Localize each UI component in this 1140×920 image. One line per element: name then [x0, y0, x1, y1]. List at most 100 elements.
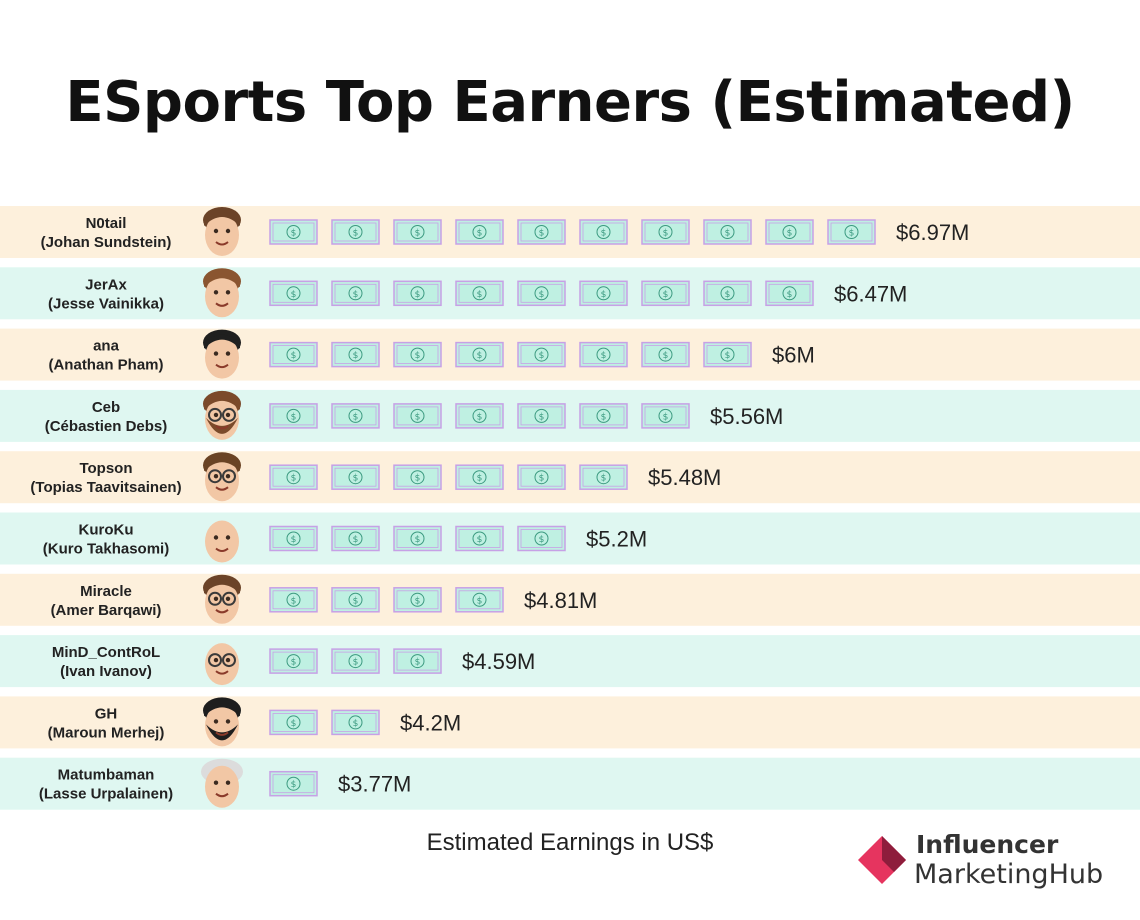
dollar-bill-icon: $: [269, 709, 318, 736]
bill-body: [331, 219, 380, 245]
bill-body: [393, 464, 442, 490]
dollar-bill-icon: $: [517, 219, 566, 245]
bill-inner-border: [644, 222, 687, 242]
bill-dollar-sign: $: [477, 596, 483, 606]
avatar-eye-right: [225, 290, 231, 295]
bill-body: [703, 219, 752, 245]
bill-body: [331, 280, 380, 307]
avatar-icon: [201, 758, 243, 808]
bill-dollar-sign: $: [477, 351, 483, 361]
avatar-fringe: [204, 457, 240, 472]
row-background: [0, 389, 1140, 442]
avatar-beard: [206, 417, 238, 434]
bill-body: [517, 464, 566, 490]
bill-inner-border: [458, 283, 501, 303]
chart-row: ana (Anathan Pham) $ $ $ $ $ $ $ $ $6M: [0, 328, 1140, 381]
bill-body: [579, 403, 628, 429]
value-label: $4.81M: [524, 588, 597, 613]
dollar-bill-icon: $: [269, 587, 318, 613]
bill-dollar-sign: $: [601, 351, 607, 361]
avatar-face: [205, 214, 239, 256]
bill-body: [269, 280, 318, 307]
bill-dollar-sign: $: [291, 596, 297, 606]
avatar-face: [205, 704, 239, 747]
bill-dollar-sign: $: [539, 290, 545, 300]
dollar-bill-icon: $: [331, 525, 380, 552]
bill-circle: [348, 470, 363, 485]
dollar-bill-icon: $: [579, 280, 628, 307]
avatar-eye-right: [225, 596, 231, 601]
player-handle-label: KuroKu: [79, 522, 134, 539]
bill-body: [269, 219, 318, 245]
avatar-mouth: [215, 363, 229, 369]
bill-body: [393, 648, 442, 674]
dollar-bill-icon: $: [579, 464, 628, 490]
bill-body: [517, 219, 566, 245]
chart-row: N0tail (Johan Sundstein) $ $ $ $ $ $ $ $ $ $ $6.97M: [0, 206, 1140, 258]
bill-inner-border: [396, 467, 439, 487]
bill-dollar-sign: $: [539, 474, 545, 484]
bill-circle: [596, 225, 611, 239]
bill-circle: [844, 225, 859, 239]
dollar-bill-icon: $: [455, 219, 504, 245]
bill-body: [455, 464, 504, 490]
value-label: $6.97M: [896, 220, 969, 245]
bill-body: [579, 280, 628, 307]
bill-inner-border: [582, 345, 625, 365]
player-handle-label: Ceb: [92, 399, 120, 416]
dollar-bill-icon: $: [455, 464, 504, 490]
bill-dollar-sign: $: [787, 290, 793, 300]
bill-inner-border: [644, 283, 687, 303]
bill-body: [765, 280, 814, 307]
player-handle-label: N0tail: [86, 215, 127, 232]
player-handle-label: JerAx: [85, 276, 127, 293]
bill-dollar-sign: $: [415, 658, 421, 668]
bill-circle: [658, 408, 673, 423]
dollar-bill-icon: $: [393, 403, 442, 429]
dollar-bill-icon: $: [269, 648, 318, 674]
bill-circle: [472, 470, 487, 485]
bill-inner-border: [272, 713, 315, 732]
bill-inner-border: [334, 529, 377, 548]
bill-dollar-sign: $: [291, 780, 297, 790]
bill-inner-border: [396, 529, 439, 548]
chart-row: Matumbaman (Lasse Urpalainen) $ $3.77M: [0, 757, 1140, 810]
dollar-bill-icon: $: [269, 525, 318, 552]
dollar-bill-icon: $: [331, 648, 380, 674]
bill-inner-border: [272, 651, 315, 671]
bill-circle: [286, 470, 301, 485]
avatar-face: [205, 520, 239, 563]
avatar-fringe: [204, 273, 240, 288]
dollar-bill-icon: $: [393, 280, 442, 307]
bill-circle: [410, 347, 425, 362]
avatar-eye-left: [213, 351, 219, 356]
dollar-bill-icon: $: [517, 341, 566, 368]
bill-body: [517, 341, 566, 368]
player-fullname-label: (Maroun Merhej): [48, 724, 165, 741]
bill-dollar-sign: $: [663, 229, 669, 239]
influencer-marketing-hub-logo: Influencer MarketingHub: [852, 828, 1132, 898]
value-label: $4.59M: [462, 649, 535, 674]
bill-circle: [596, 347, 611, 362]
bill-body: [641, 403, 690, 429]
bill-dollar-sign: $: [477, 535, 483, 545]
avatar-icon: [203, 390, 241, 440]
value-label: $3.77M: [338, 772, 411, 797]
dollar-bill-icon: $: [579, 341, 628, 368]
dollar-bill-icon: $: [331, 219, 380, 245]
row-background: [0, 328, 1140, 381]
bill-body: [517, 280, 566, 307]
bill-circle: [534, 470, 549, 485]
dollar-bill-icon: $: [393, 587, 442, 613]
bill-circle: [720, 225, 735, 239]
avatar-mouth: [215, 731, 229, 736]
bill-dollar-sign: $: [415, 474, 421, 484]
x-axis-label: Estimated Earnings in US$: [426, 829, 714, 856]
bill-dollar-sign: $: [539, 351, 545, 361]
dollar-bill-icon: $: [641, 403, 690, 429]
avatar-eye-right: [225, 351, 231, 356]
bill-dollar-sign: $: [415, 596, 421, 606]
bill-inner-border: [644, 406, 687, 426]
bill-inner-border: [272, 283, 315, 303]
dollar-bill-icon: $: [579, 403, 628, 429]
